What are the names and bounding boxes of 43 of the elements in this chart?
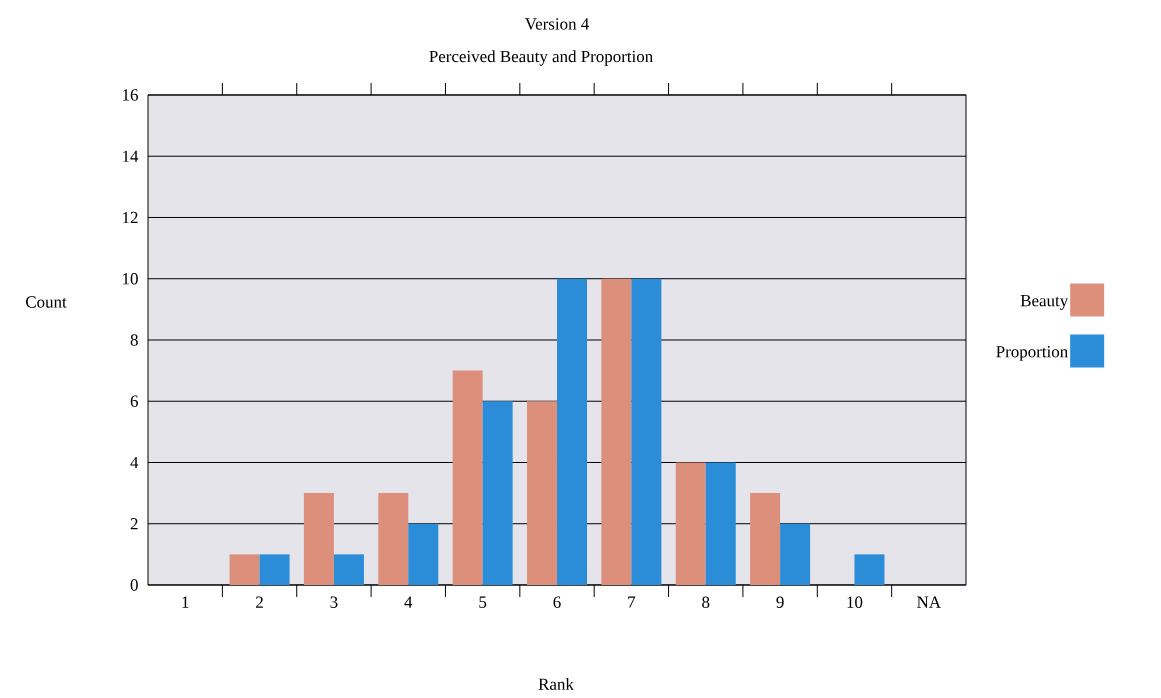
y-tick-label: 4: [130, 456, 139, 469]
x-tick-label: 9: [776, 596, 784, 608]
bar: [408, 523, 439, 585]
bar: [333, 554, 364, 585]
y-tick-label: 12: [123, 211, 138, 224]
y-tick-label: 6: [130, 395, 138, 407]
y-tick-label: 16: [123, 89, 138, 101]
y-tick-label: 14: [123, 150, 139, 162]
y-tick-label: 8: [130, 334, 138, 346]
x-axis-title: Rank: [538, 678, 574, 690]
x-tick-label: 10: [847, 596, 863, 608]
x-tick-label: NA: [917, 596, 941, 608]
bar: [675, 462, 706, 585]
chart-title: Version 4: [524, 18, 589, 30]
y-tick-label: 2: [130, 518, 138, 530]
x-tick-label: 6: [553, 596, 561, 608]
bar: [482, 401, 513, 585]
bar: [452, 370, 483, 585]
bar: [527, 401, 558, 585]
y-tick-label: 10: [123, 273, 138, 285]
bar: [854, 554, 885, 585]
x-tick-label: 2: [256, 596, 263, 608]
bar: [780, 523, 811, 585]
chart-subtitle: Perceived Beauty and Proportion: [429, 50, 653, 66]
bar: [705, 462, 736, 585]
bar: [378, 493, 409, 585]
bar: [601, 278, 632, 585]
bar: [631, 278, 662, 585]
bar: [303, 493, 334, 585]
bar: [229, 554, 260, 585]
x-tick-label: 7: [628, 596, 636, 608]
y-tick-label: 0: [130, 579, 138, 591]
bar: [750, 493, 781, 585]
bar: [557, 278, 588, 585]
x-tick-label: 3: [330, 596, 338, 608]
legend-label: Beauty: [1020, 295, 1069, 310]
x-tick-label: 4: [404, 596, 413, 608]
legend-label: Proportion: [996, 346, 1068, 361]
x-tick-label: 5: [479, 596, 487, 608]
y-axis-title: Count: [25, 296, 67, 308]
bar: [259, 554, 290, 585]
x-tick-label: 8: [702, 596, 710, 608]
x-tick-label: 1: [182, 596, 189, 608]
